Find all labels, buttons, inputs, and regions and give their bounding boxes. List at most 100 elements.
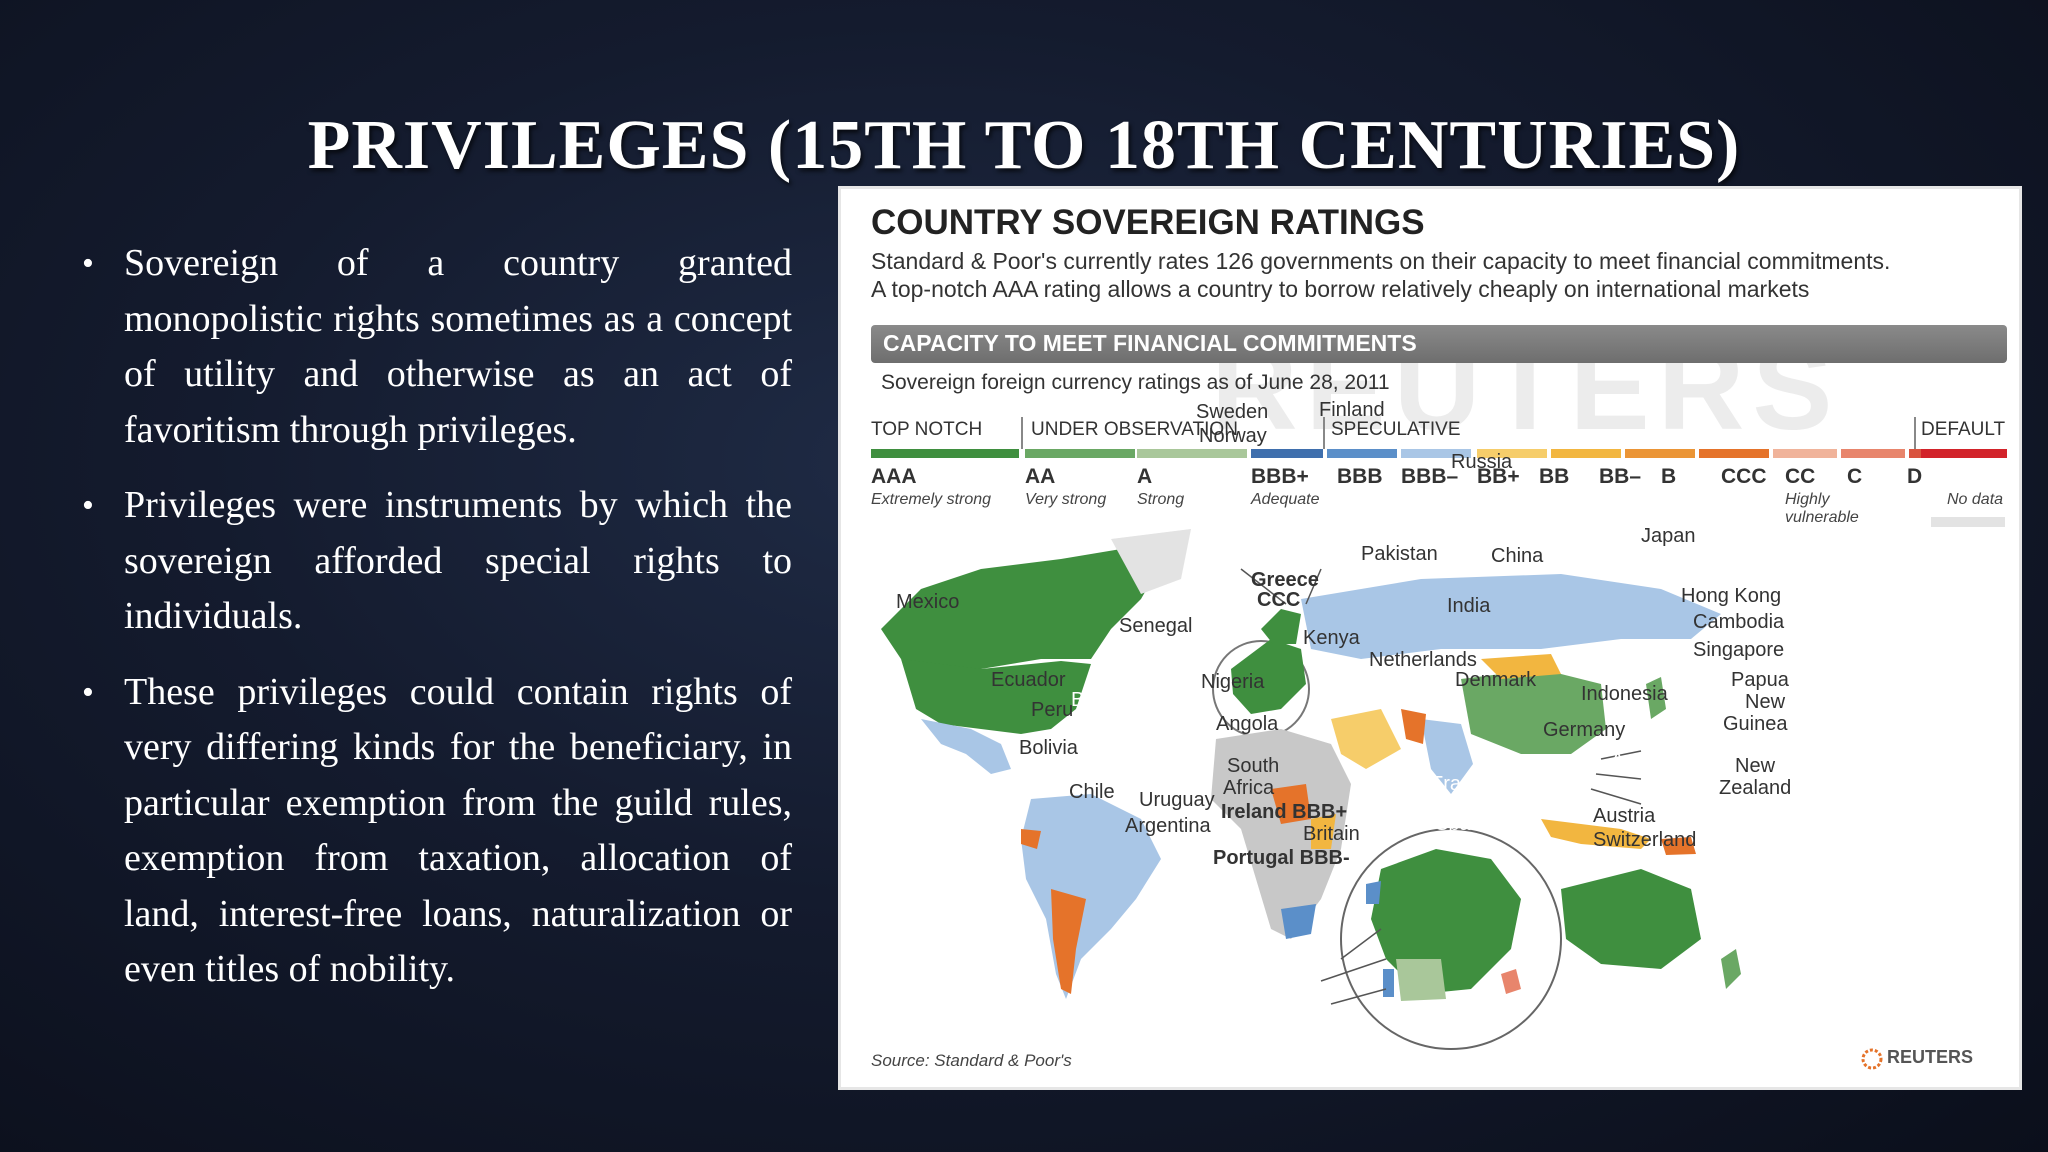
label-china: China (1491, 545, 1544, 567)
bullet-text: These privileges could contain rights of… (124, 670, 792, 991)
label-denmark: Denmark (1455, 669, 1537, 691)
grade-label: BB+ (1477, 465, 1520, 488)
label-cambodia: Cambodia (1693, 611, 1785, 633)
leader-line (1595, 773, 1642, 780)
argentina-shape (1051, 889, 1086, 994)
label-ireland: Ireland BBB+ (1221, 801, 1348, 823)
usa-shape (901, 659, 1091, 734)
section-bar: CAPACITY TO MEET FINANCIAL COMMITMENTS (871, 325, 2007, 363)
europe-detail-shape (1371, 849, 1521, 994)
label-russia: Russia (1451, 451, 1513, 473)
slide-title: PRIVILEGES (15TH TO 18TH CENTURIES) (307, 107, 1741, 184)
infographic-title: COUNTRY SOVEREIGN RATINGS (871, 203, 1425, 242)
label-uruguay: Uruguay (1139, 789, 1215, 811)
legend-swatch-ccc (1773, 449, 1837, 458)
africa-bb-rated (1311, 814, 1336, 849)
label-india: India (1447, 595, 1491, 617)
south-africa-shape (1281, 904, 1316, 939)
leader-line (1330, 988, 1387, 1005)
grade-description: Strong (1137, 491, 1185, 508)
label-canada: Canada (953, 469, 1024, 491)
label-austria: Austria (1593, 805, 1656, 827)
section-bar-title: CAPACITY TO MEET FINANCIAL COMMITMENTS (883, 330, 1417, 356)
label-new-zealand-2: Zealand (1719, 777, 1792, 799)
pakistan-shape (1401, 709, 1426, 744)
legend-divider (1021, 417, 1023, 449)
ratings-infographic: REUTERS COUNTRY SOVEREIGN RATINGS Standa… (838, 186, 2022, 1090)
label-pakistan: Pakistan (1361, 543, 1438, 565)
grade-description: Extremely strong (871, 491, 992, 508)
grade-label: CCC (1721, 465, 1767, 488)
legend-swatch-b (1699, 449, 1769, 458)
legend-category: SPECULATIVE (1331, 419, 1461, 440)
grade-label: C (1847, 465, 1863, 488)
africa-shape (1211, 729, 1351, 939)
bullet-text: Sovereign of a country granted monopolis… (124, 242, 792, 451)
label-mexico: Mexico (896, 591, 960, 613)
legend-divider (1323, 417, 1325, 449)
label-finland: Finland (1319, 399, 1385, 421)
ecuador-shape (1021, 829, 1041, 849)
grade-label: AAA (871, 465, 917, 488)
australia-shape (1561, 869, 1701, 969)
bullet-item: • Sovereign of a country granted monopol… (82, 236, 792, 458)
label-angola: Angola (1216, 713, 1279, 735)
label-singapore: Singapore (1693, 639, 1785, 661)
legend-divider (1914, 417, 1916, 449)
japan-shape (1646, 677, 1666, 719)
grade-label: BBB (1337, 465, 1383, 488)
middle-east-shape (1331, 709, 1401, 769)
bullet-item: • Privileges were instruments by which t… (82, 478, 792, 645)
grade-label: B (1661, 465, 1677, 488)
label-nigeria: Nigeria (1201, 671, 1265, 693)
label-portugal: Portugal BBB- (1213, 847, 1350, 869)
label-africa: Africa (1223, 777, 1275, 799)
mongolia-shape (1481, 654, 1561, 679)
label-spain: Spain (1435, 813, 1487, 835)
grade-label: BB (1539, 465, 1570, 488)
grade-label: D (1907, 465, 1923, 488)
legend-swatch-bb-minus (1625, 449, 1695, 458)
label-netherlands: Netherlands (1369, 649, 1477, 671)
bullet-dot-icon: • (82, 245, 94, 282)
label-australia: Australia (1611, 749, 1689, 771)
label-greece: Greece (1251, 569, 1319, 591)
grade-label: AA (1025, 465, 1056, 488)
label-japan: Japan (1641, 525, 1696, 547)
label-argentina: Argentina (1125, 815, 1211, 837)
grade-label: BBB+ (1251, 465, 1309, 488)
legend-swatch-cc (1841, 449, 1905, 458)
legend-swatch-aa (1025, 449, 1135, 458)
grade-description: Highly vulnerable (1785, 491, 1859, 526)
source-credit: Source: Standard & Poor's (871, 1051, 1072, 1070)
mexico-shape (921, 719, 1011, 774)
label-greece-rating: CCC (1257, 589, 1301, 611)
canada-shape (881, 549, 1161, 669)
bullet-text: Privileges were instruments by which the… (124, 484, 792, 637)
label-south: South (1227, 755, 1280, 777)
label-france: France (1431, 773, 1494, 795)
bullet-list: • Sovereign of a country granted monopol… (82, 236, 792, 1018)
legend-swatch-bbb-plus (1251, 449, 1323, 458)
label-new: New (1745, 691, 1786, 713)
infographic-subtitle: Standard & Poor's currently rates 126 go… (871, 247, 2001, 303)
legend-swatch-aaa (871, 449, 1019, 458)
leader-line (1340, 928, 1382, 960)
no-data-label: No data (1947, 491, 2004, 508)
grade-label: BB– (1599, 465, 1642, 488)
label-new-zealand-1: New (1735, 755, 1776, 777)
legend-swatch-d (1921, 449, 2007, 458)
new-zealand-shape (1721, 949, 1741, 989)
label-senegal: Senegal (1119, 615, 1193, 637)
indonesia-shape (1541, 819, 1651, 849)
leader-line (1590, 788, 1642, 805)
label-britain: Britain (1303, 823, 1360, 845)
legend-category: UNDER OBSERVATION (1031, 419, 1238, 440)
label-bolivia: Bolivia (1019, 737, 1078, 759)
india-shape (1421, 719, 1473, 794)
grade-label: BBB– (1401, 465, 1459, 488)
papua-shape (1661, 837, 1696, 855)
legend-swatch-bbb-minus (1401, 449, 1471, 458)
leader-line (1305, 568, 1322, 605)
label-peru: Peru (1031, 699, 1074, 721)
